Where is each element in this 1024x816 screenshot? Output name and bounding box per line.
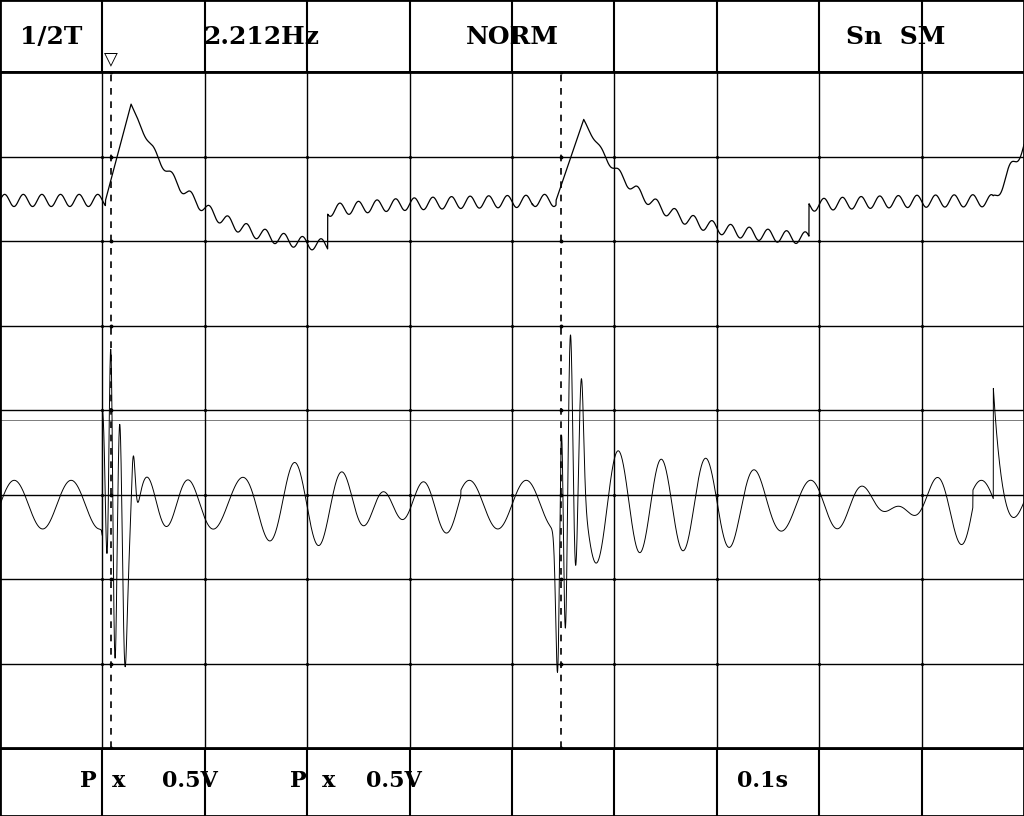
Text: 1/2T: 1/2T bbox=[20, 25, 82, 50]
Text: P  x: P x bbox=[80, 769, 125, 792]
Text: ▽: ▽ bbox=[103, 51, 118, 69]
Text: 2.212Hz: 2.212Hz bbox=[203, 25, 319, 50]
Text: 0.1s: 0.1s bbox=[737, 769, 788, 792]
Text: 0.5V: 0.5V bbox=[367, 769, 422, 792]
Text: 0.5V: 0.5V bbox=[162, 769, 217, 792]
Text: P  x: P x bbox=[290, 769, 335, 792]
Text: Sn  SM: Sn SM bbox=[846, 25, 946, 50]
Text: NORM: NORM bbox=[466, 25, 558, 50]
